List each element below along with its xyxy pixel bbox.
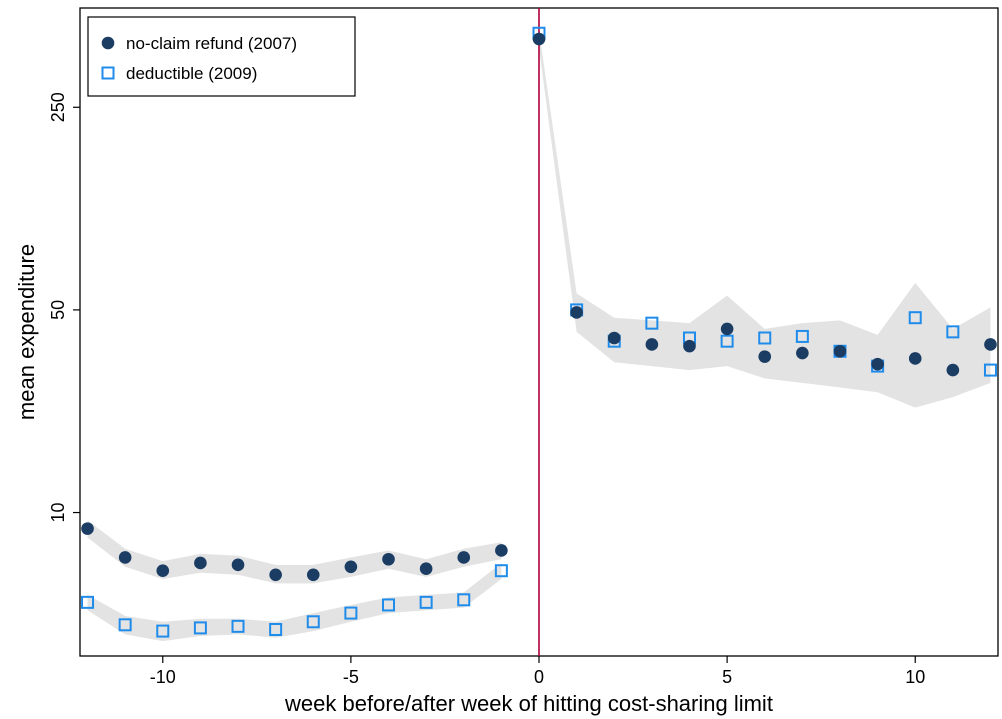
legend-label-deductible: deductible (2009) [126, 64, 257, 83]
legend: no-claim refund (2007) deductible (2009) [87, 16, 356, 97]
no-claim-refund-marker [984, 338, 997, 351]
x-tick-label: 10 [905, 667, 925, 687]
deductible-marker [156, 624, 170, 638]
deductible-marker [983, 363, 997, 377]
no-claim-refund-marker [645, 338, 659, 351]
y-tick-label: 50 [48, 300, 68, 320]
confidence-band [87, 520, 502, 584]
deductible-marker [193, 621, 207, 635]
x-tick-label: 5 [722, 667, 732, 687]
legend-box [87, 16, 356, 97]
no-claim-refund-marker [871, 357, 884, 371]
no-claim-refund-marker [118, 551, 132, 564]
data-markers [81, 26, 997, 638]
no-claim-refund-marker [570, 306, 583, 319]
no-claim-refund-marker [796, 346, 809, 360]
legend-marker-no-claim-refund [101, 36, 115, 50]
deductible-marker [306, 615, 320, 629]
deductible-marker [269, 622, 283, 636]
y-axis-title: mean expenditure [14, 244, 39, 420]
no-claim-refund-marker [269, 568, 282, 582]
no-claim-refund-marker [306, 568, 320, 582]
deductible-marker [419, 595, 433, 609]
legend-label-no-claim-refund: no-claim refund (2007) [126, 34, 297, 53]
deductible-marker [118, 618, 132, 632]
x-tick-label: 0 [534, 667, 544, 687]
deductible-marker [81, 595, 95, 609]
deductible-marker [645, 316, 659, 330]
legend-marker-deductible [101, 66, 115, 80]
confidence-band [87, 562, 502, 642]
y-axis-ticks: 10 50 250 [48, 92, 80, 523]
x-tick-label: -5 [343, 667, 359, 687]
no-claim-refund-marker [908, 352, 922, 365]
deductible-marker [908, 311, 922, 325]
no-claim-refund-marker [833, 344, 847, 358]
deductible-marker [344, 606, 358, 620]
no-claim-refund-marker [758, 350, 772, 363]
deductible-marker [795, 329, 809, 343]
x-tick-label: -10 [150, 667, 176, 687]
x-axis-ticks: -10 -5 0 5 10 [150, 656, 925, 687]
no-claim-refund-marker [231, 558, 245, 572]
no-claim-refund-marker [532, 32, 546, 46]
deductible-marker [720, 334, 734, 348]
deductible-marker [382, 598, 396, 612]
x-axis-title: week before/after week of hitting cost-s… [284, 691, 773, 716]
deductible-marker [946, 325, 960, 339]
no-claim-refund-marker [194, 556, 207, 570]
no-claim-refund-marker [156, 564, 170, 578]
y-tick-label: 250 [48, 92, 68, 122]
deductible-marker [494, 564, 508, 578]
no-claim-refund-marker [81, 522, 94, 535]
no-claim-refund-marker [683, 339, 696, 353]
no-claim-refund-marker [720, 322, 734, 336]
y-tick-label: 10 [48, 503, 68, 523]
no-claim-refund-marker [607, 331, 621, 345]
no-claim-refund-marker [382, 552, 395, 566]
deductible-marker [231, 619, 245, 633]
deductible-marker [457, 593, 471, 607]
deductible-marker [758, 331, 772, 345]
no-claim-refund-marker [344, 560, 358, 574]
no-claim-refund-marker [946, 363, 960, 377]
no-claim-refund-marker [419, 562, 433, 576]
no-claim-refund-marker [457, 551, 471, 564]
no-claim-refund-marker [495, 544, 508, 557]
